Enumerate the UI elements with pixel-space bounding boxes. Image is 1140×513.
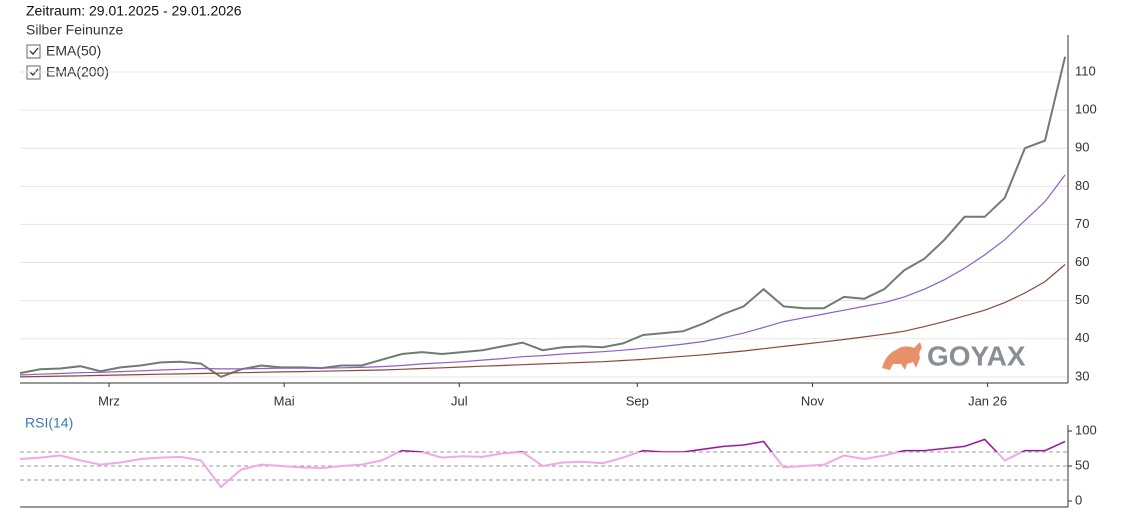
y-tick-label: 100 bbox=[1075, 102, 1097, 117]
logo: GOYAX bbox=[882, 340, 1026, 371]
x-tick-label: Nov bbox=[801, 393, 825, 408]
legend-label: Silber Feinunze bbox=[26, 22, 123, 38]
check bbox=[29, 47, 39, 55]
y-tick-label: 110 bbox=[1075, 63, 1096, 78]
y-tick-label: 0 bbox=[1075, 492, 1082, 507]
chart-title: Zeitraum: 29.01.2025 - 29.01.2026 bbox=[26, 3, 242, 19]
logo-text: GOYAX bbox=[927, 340, 1026, 371]
y-tick-label: 30 bbox=[1075, 368, 1089, 383]
series-line bbox=[19, 264, 1066, 378]
checkbox-box[interactable] bbox=[26, 65, 41, 80]
y-tick-label: 60 bbox=[1075, 254, 1089, 269]
y-tick-label: 40 bbox=[1075, 330, 1089, 345]
x-tick-label: Mrz bbox=[98, 393, 120, 408]
x-tick-label: Sep bbox=[626, 393, 649, 408]
y-tick-label: 50 bbox=[1075, 292, 1089, 307]
y-tick-label: 50 bbox=[1075, 457, 1089, 472]
x-tick-label: Mai bbox=[274, 393, 295, 408]
y-tick-label: 100 bbox=[1075, 422, 1097, 437]
checkbox-box[interactable] bbox=[26, 44, 41, 59]
y-tick-label: 90 bbox=[1075, 140, 1089, 155]
checkbox[interactable] bbox=[26, 44, 41, 59]
y-tick-label: 70 bbox=[1075, 216, 1089, 231]
legend-label: EMA(50) bbox=[46, 43, 101, 59]
check bbox=[29, 68, 39, 76]
x-tick-label: Jan 26 bbox=[968, 393, 1007, 408]
series-line bbox=[19, 174, 1066, 376]
logo-icon bbox=[882, 342, 922, 370]
checkbox[interactable] bbox=[26, 65, 41, 80]
y-tick-label: 80 bbox=[1075, 178, 1089, 193]
series-line bbox=[19, 438, 1066, 489]
series-line bbox=[19, 56, 1067, 379]
rsi-label: RSI(14) bbox=[25, 415, 73, 431]
x-tick-label: Jul bbox=[451, 393, 468, 408]
